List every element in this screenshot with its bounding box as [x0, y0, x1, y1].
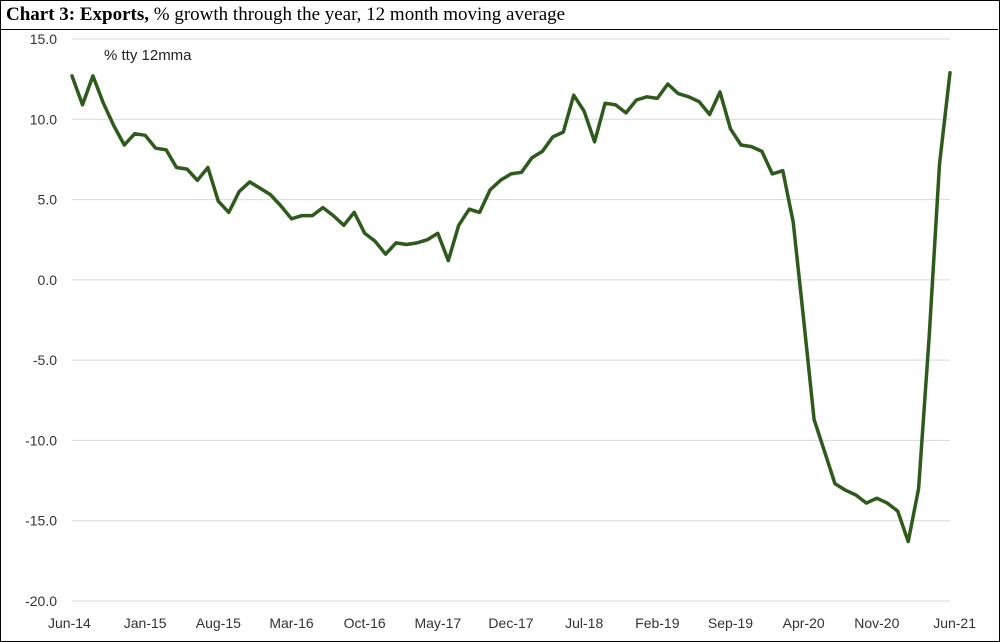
chart-title-rest: % growth through the year, 12 month movi…: [149, 4, 566, 25]
y-tick-label: -20.0: [25, 593, 57, 609]
x-tick-label: Jun-21: [933, 615, 976, 631]
x-tick-label: Oct-16: [344, 615, 386, 631]
x-tick-label: Dec-17: [488, 615, 533, 631]
y-axis-ticks: 15.0 10.0 5.0 0.0 -5.0 -10.0 -15.0 -20.0: [25, 31, 57, 609]
chart-title-bold: Chart 3: Exports,: [6, 4, 150, 25]
chart-title: Chart 3: Exports, % growth through the y…: [0, 0, 998, 30]
y-tick-label: 15.0: [30, 31, 57, 47]
grid-lines: [72, 38, 950, 602]
y-tick-label: -15.0: [25, 513, 57, 529]
series-annotation: % tty 12mma: [104, 47, 192, 64]
y-tick-label: 0.0: [38, 272, 58, 288]
x-tick-label: Feb-19: [635, 615, 680, 631]
x-tick-label: Apr-20: [783, 615, 825, 631]
y-tick-label: -10.0: [25, 432, 57, 448]
x-tick-label: Mar-16: [269, 615, 314, 631]
y-tick-label: 10.0: [30, 111, 57, 127]
series-line: [70, 70, 952, 544]
x-axis-ticks: Jun-14 Jan-15 Aug-15 Mar-16 Oct-16 May-17 Dec-…: [48, 615, 976, 631]
x-tick-label: Sep-19: [708, 615, 753, 631]
x-tick-label: Jan-15: [124, 615, 167, 631]
series-layer: [70, 70, 952, 544]
x-tick-label: Jun-14: [48, 615, 91, 631]
y-tick-label: -5.0: [33, 352, 57, 368]
x-tick-label: Aug-15: [196, 615, 241, 631]
x-tick-label: May-17: [414, 615, 461, 631]
y-tick-label: 5.0: [38, 192, 58, 208]
x-tick-label: Jul-18: [565, 615, 603, 631]
x-tick-label: Nov-20: [854, 615, 899, 631]
